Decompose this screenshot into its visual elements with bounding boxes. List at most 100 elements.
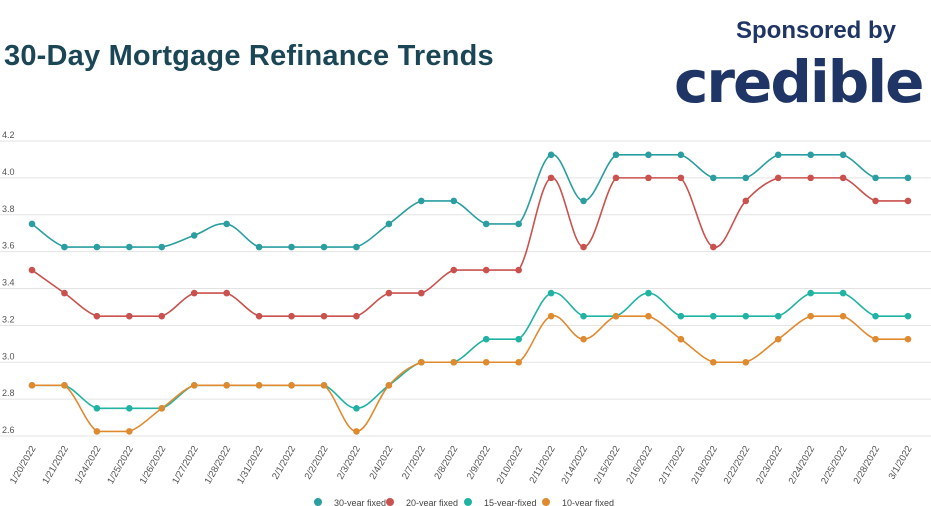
x-tick-label: 2/22/2022	[722, 444, 753, 486]
data-point	[255, 381, 263, 389]
y-tick-label: 2.8	[2, 388, 15, 398]
data-point	[223, 289, 230, 297]
x-tick-label: 1/21/2022	[40, 444, 71, 486]
x-tick-label: 1/20/2022	[8, 444, 39, 486]
data-point	[872, 335, 879, 343]
x-tick-label: 2/16/2022	[624, 444, 655, 486]
series-20-year-fixed	[28, 174, 912, 320]
data-point	[612, 151, 620, 159]
data-point	[320, 312, 328, 320]
data-point	[418, 358, 425, 366]
data-point	[742, 312, 750, 320]
series-line	[31, 291, 908, 410]
data-point	[580, 197, 587, 205]
data-point	[807, 151, 814, 159]
series-line	[31, 315, 908, 433]
data-point	[710, 312, 717, 320]
data-point	[774, 312, 782, 320]
data-point	[839, 289, 847, 297]
data-point	[418, 197, 425, 205]
data-point	[126, 428, 133, 435]
x-tick-label: 2/15/2022	[592, 444, 623, 486]
data-point	[126, 405, 133, 412]
legend-item: 30-year fixed	[314, 498, 386, 506]
data-point	[93, 312, 101, 320]
y-tick-label: 3.8	[2, 204, 15, 214]
x-tick-label: 2/25/2022	[819, 444, 850, 486]
y-axis: 2.6 2.8 3.0 3.2 3.4 3.6 3.8 4.0 4.2	[2, 130, 15, 435]
x-tick-label: 2/7/2022	[400, 444, 428, 482]
data-point	[612, 174, 620, 182]
data-point	[710, 358, 717, 366]
data-point	[872, 312, 879, 320]
data-point	[353, 428, 360, 435]
data-point	[190, 381, 198, 389]
data-point	[645, 312, 652, 320]
legend-swatch	[314, 498, 322, 506]
x-tick-label: 1/25/2022	[105, 444, 136, 486]
data-point	[61, 289, 68, 297]
data-point	[61, 381, 68, 389]
data-point	[515, 220, 522, 228]
legend-swatch	[542, 498, 550, 506]
data-point	[385, 289, 393, 297]
data-point	[774, 151, 782, 159]
data-point	[677, 312, 685, 320]
x-tick-label: 2/1/2022	[270, 444, 298, 482]
series-15-year-fixed	[28, 289, 912, 412]
data-point	[482, 335, 490, 343]
x-tick-label: 1/27/2022	[170, 444, 201, 486]
data-point	[255, 312, 263, 320]
data-point	[807, 174, 814, 182]
y-tick-label: 3.4	[2, 278, 15, 288]
x-tick-label: 2/23/2022	[754, 444, 785, 486]
data-point	[645, 289, 652, 297]
data-point	[677, 335, 685, 343]
data-point	[612, 312, 620, 320]
legend-item: 20-year fixed	[386, 498, 458, 506]
grid-lines	[0, 140, 931, 437]
x-tick-label: 2/24/2022	[787, 444, 818, 486]
x-tick-label: 2/28/2022	[851, 444, 882, 486]
data-point	[742, 174, 750, 182]
data-point	[872, 174, 879, 182]
x-tick-label: 1/26/2022	[138, 444, 169, 486]
data-point	[547, 174, 555, 182]
legend-label: 30-year fixed	[334, 498, 386, 506]
data-point	[904, 335, 912, 343]
series-30-year-fixed	[28, 151, 912, 251]
data-point	[28, 220, 36, 228]
data-point	[807, 312, 814, 320]
data-point	[839, 312, 847, 320]
data-point	[158, 243, 166, 251]
x-tick-label: 3/1/2022	[887, 444, 915, 482]
data-point	[742, 358, 750, 366]
y-tick-label: 4.0	[2, 167, 15, 177]
data-point	[61, 243, 68, 251]
y-tick-label: 2.6	[2, 425, 15, 435]
data-point	[320, 243, 328, 251]
x-tick-label: 2/14/2022	[559, 444, 590, 486]
x-tick-label: 2/3/2022	[335, 444, 363, 482]
data-point	[126, 312, 133, 320]
data-point	[288, 312, 295, 320]
data-point	[93, 243, 101, 251]
data-point	[580, 312, 587, 320]
legend: 30-year fixed 20-year fixed 15-year-fixed 1…	[314, 498, 614, 506]
data-point	[677, 151, 685, 159]
data-point	[190, 289, 198, 297]
data-point	[515, 358, 522, 366]
x-tick-label: 2/11/2022	[527, 444, 557, 485]
data-point	[742, 197, 750, 205]
data-point	[450, 266, 458, 274]
data-point	[774, 174, 782, 182]
y-tick-label: 3.0	[2, 351, 15, 361]
page-title: 30-Day Mortgage Refinance Trends	[4, 40, 494, 72]
data-point	[547, 312, 555, 320]
series-10-year-fixed	[28, 312, 912, 435]
data-point	[93, 405, 101, 412]
data-point	[515, 335, 522, 343]
legend-swatch	[464, 498, 472, 506]
data-point	[482, 266, 490, 274]
data-point	[904, 197, 912, 205]
